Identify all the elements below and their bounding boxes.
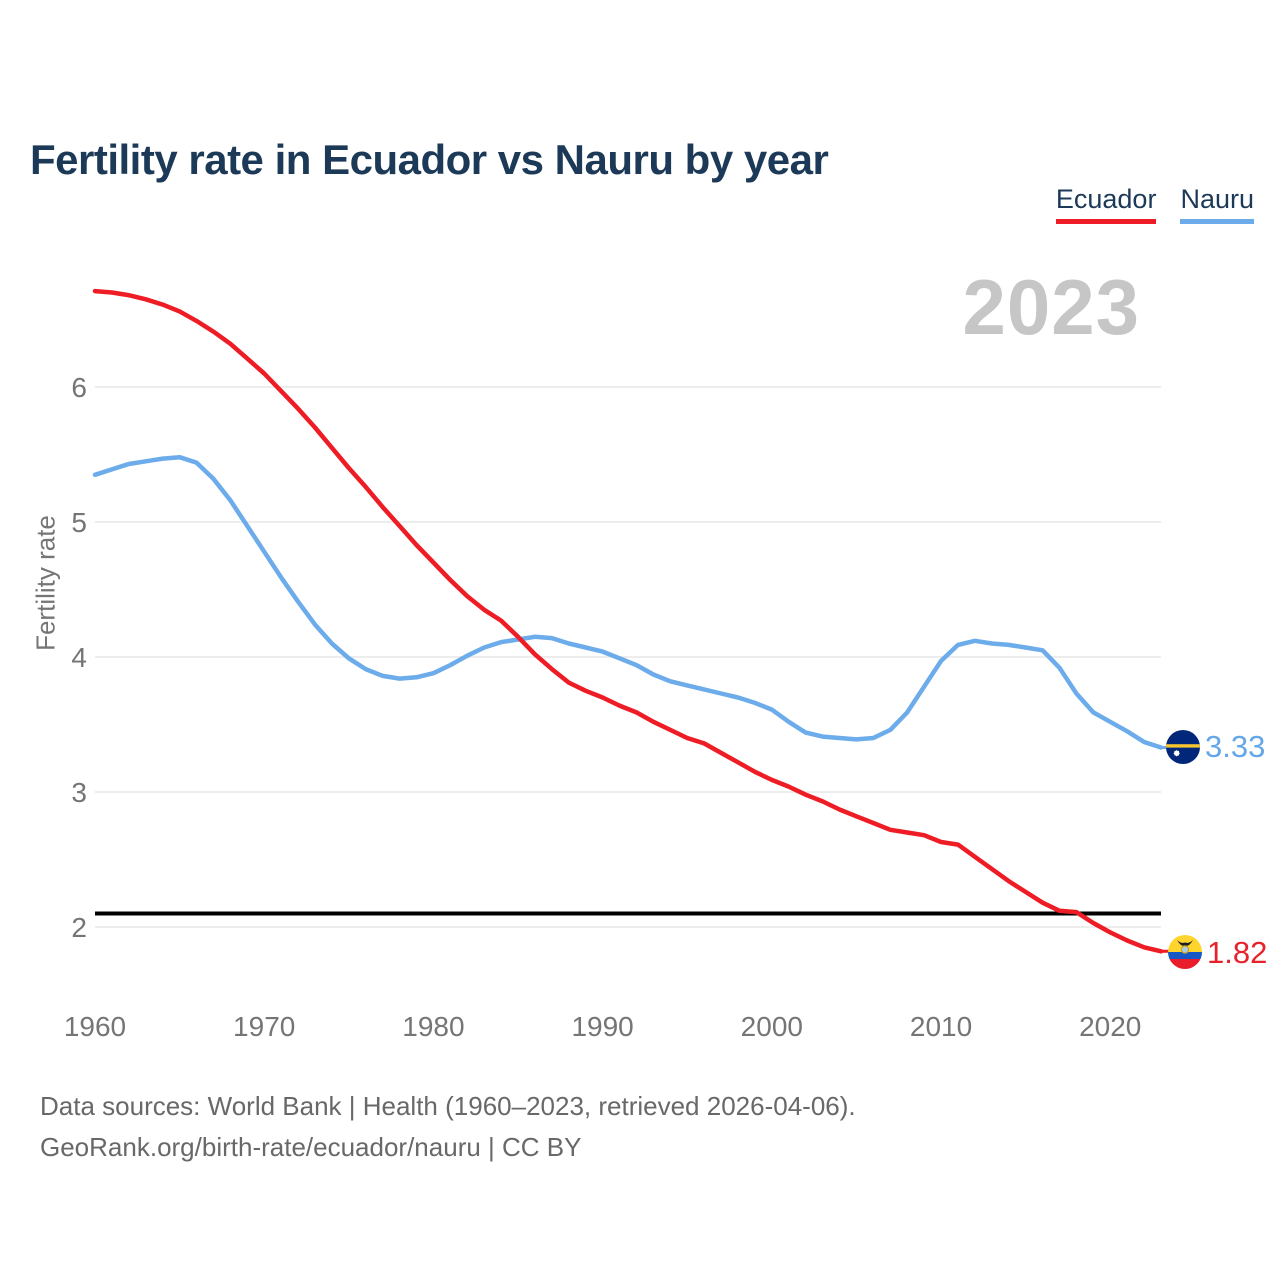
legend-label-ecuador: Ecuador xyxy=(1055,184,1157,214)
legend-item-nauru[interactable]: Nauru xyxy=(1180,184,1254,224)
ecuador-end-value: 1.82 xyxy=(1207,935,1268,970)
x-tick-label-1990: 1990 xyxy=(571,1011,633,1042)
ecuador-line[interactable] xyxy=(92,288,1164,954)
x-tick-label-1960: 1960 xyxy=(64,1011,126,1042)
legend-label-nauru: Nauru xyxy=(1180,184,1254,214)
footer-attribution-line: GeoRank.org/birth-rate/ecuador/nauru | C… xyxy=(40,1132,582,1162)
y-tick-label-2: 2 xyxy=(71,912,87,943)
legend: Ecuador Nauru xyxy=(1055,184,1254,224)
nauru-line[interactable] xyxy=(92,454,1164,750)
nauru-end-value: 3.33 xyxy=(1205,729,1266,764)
legend-color-bar-ecuador xyxy=(1055,219,1157,224)
x-tick-label-1980: 1980 xyxy=(402,1011,464,1042)
legend-item-ecuador[interactable]: Ecuador xyxy=(1055,184,1157,224)
y-tick-label-4: 4 xyxy=(71,642,87,673)
y-tick-label-5: 5 xyxy=(71,507,87,538)
x-tick-label-2020: 2020 xyxy=(1079,1011,1141,1042)
page-title: Fertility rate in Ecuador vs Nauru by ye… xyxy=(30,136,829,184)
x-tick-label-2000: 2000 xyxy=(741,1011,803,1042)
y-tick-label-6: 6 xyxy=(71,372,87,403)
y-tick-label-3: 3 xyxy=(71,777,87,808)
x-tick-label-1970: 1970 xyxy=(233,1011,295,1042)
year-watermark: 2023 xyxy=(962,263,1140,351)
ecuador-flag-icon xyxy=(1168,935,1202,969)
footer: Data sources: World Bank | Health (1960–… xyxy=(40,1086,856,1168)
legend-color-bar-nauru xyxy=(1180,219,1254,224)
x-tick-label-2010: 2010 xyxy=(910,1011,972,1042)
footer-sources-line: Data sources: World Bank | Health (1960–… xyxy=(40,1091,856,1121)
nauru-flag-icon xyxy=(1166,730,1200,764)
